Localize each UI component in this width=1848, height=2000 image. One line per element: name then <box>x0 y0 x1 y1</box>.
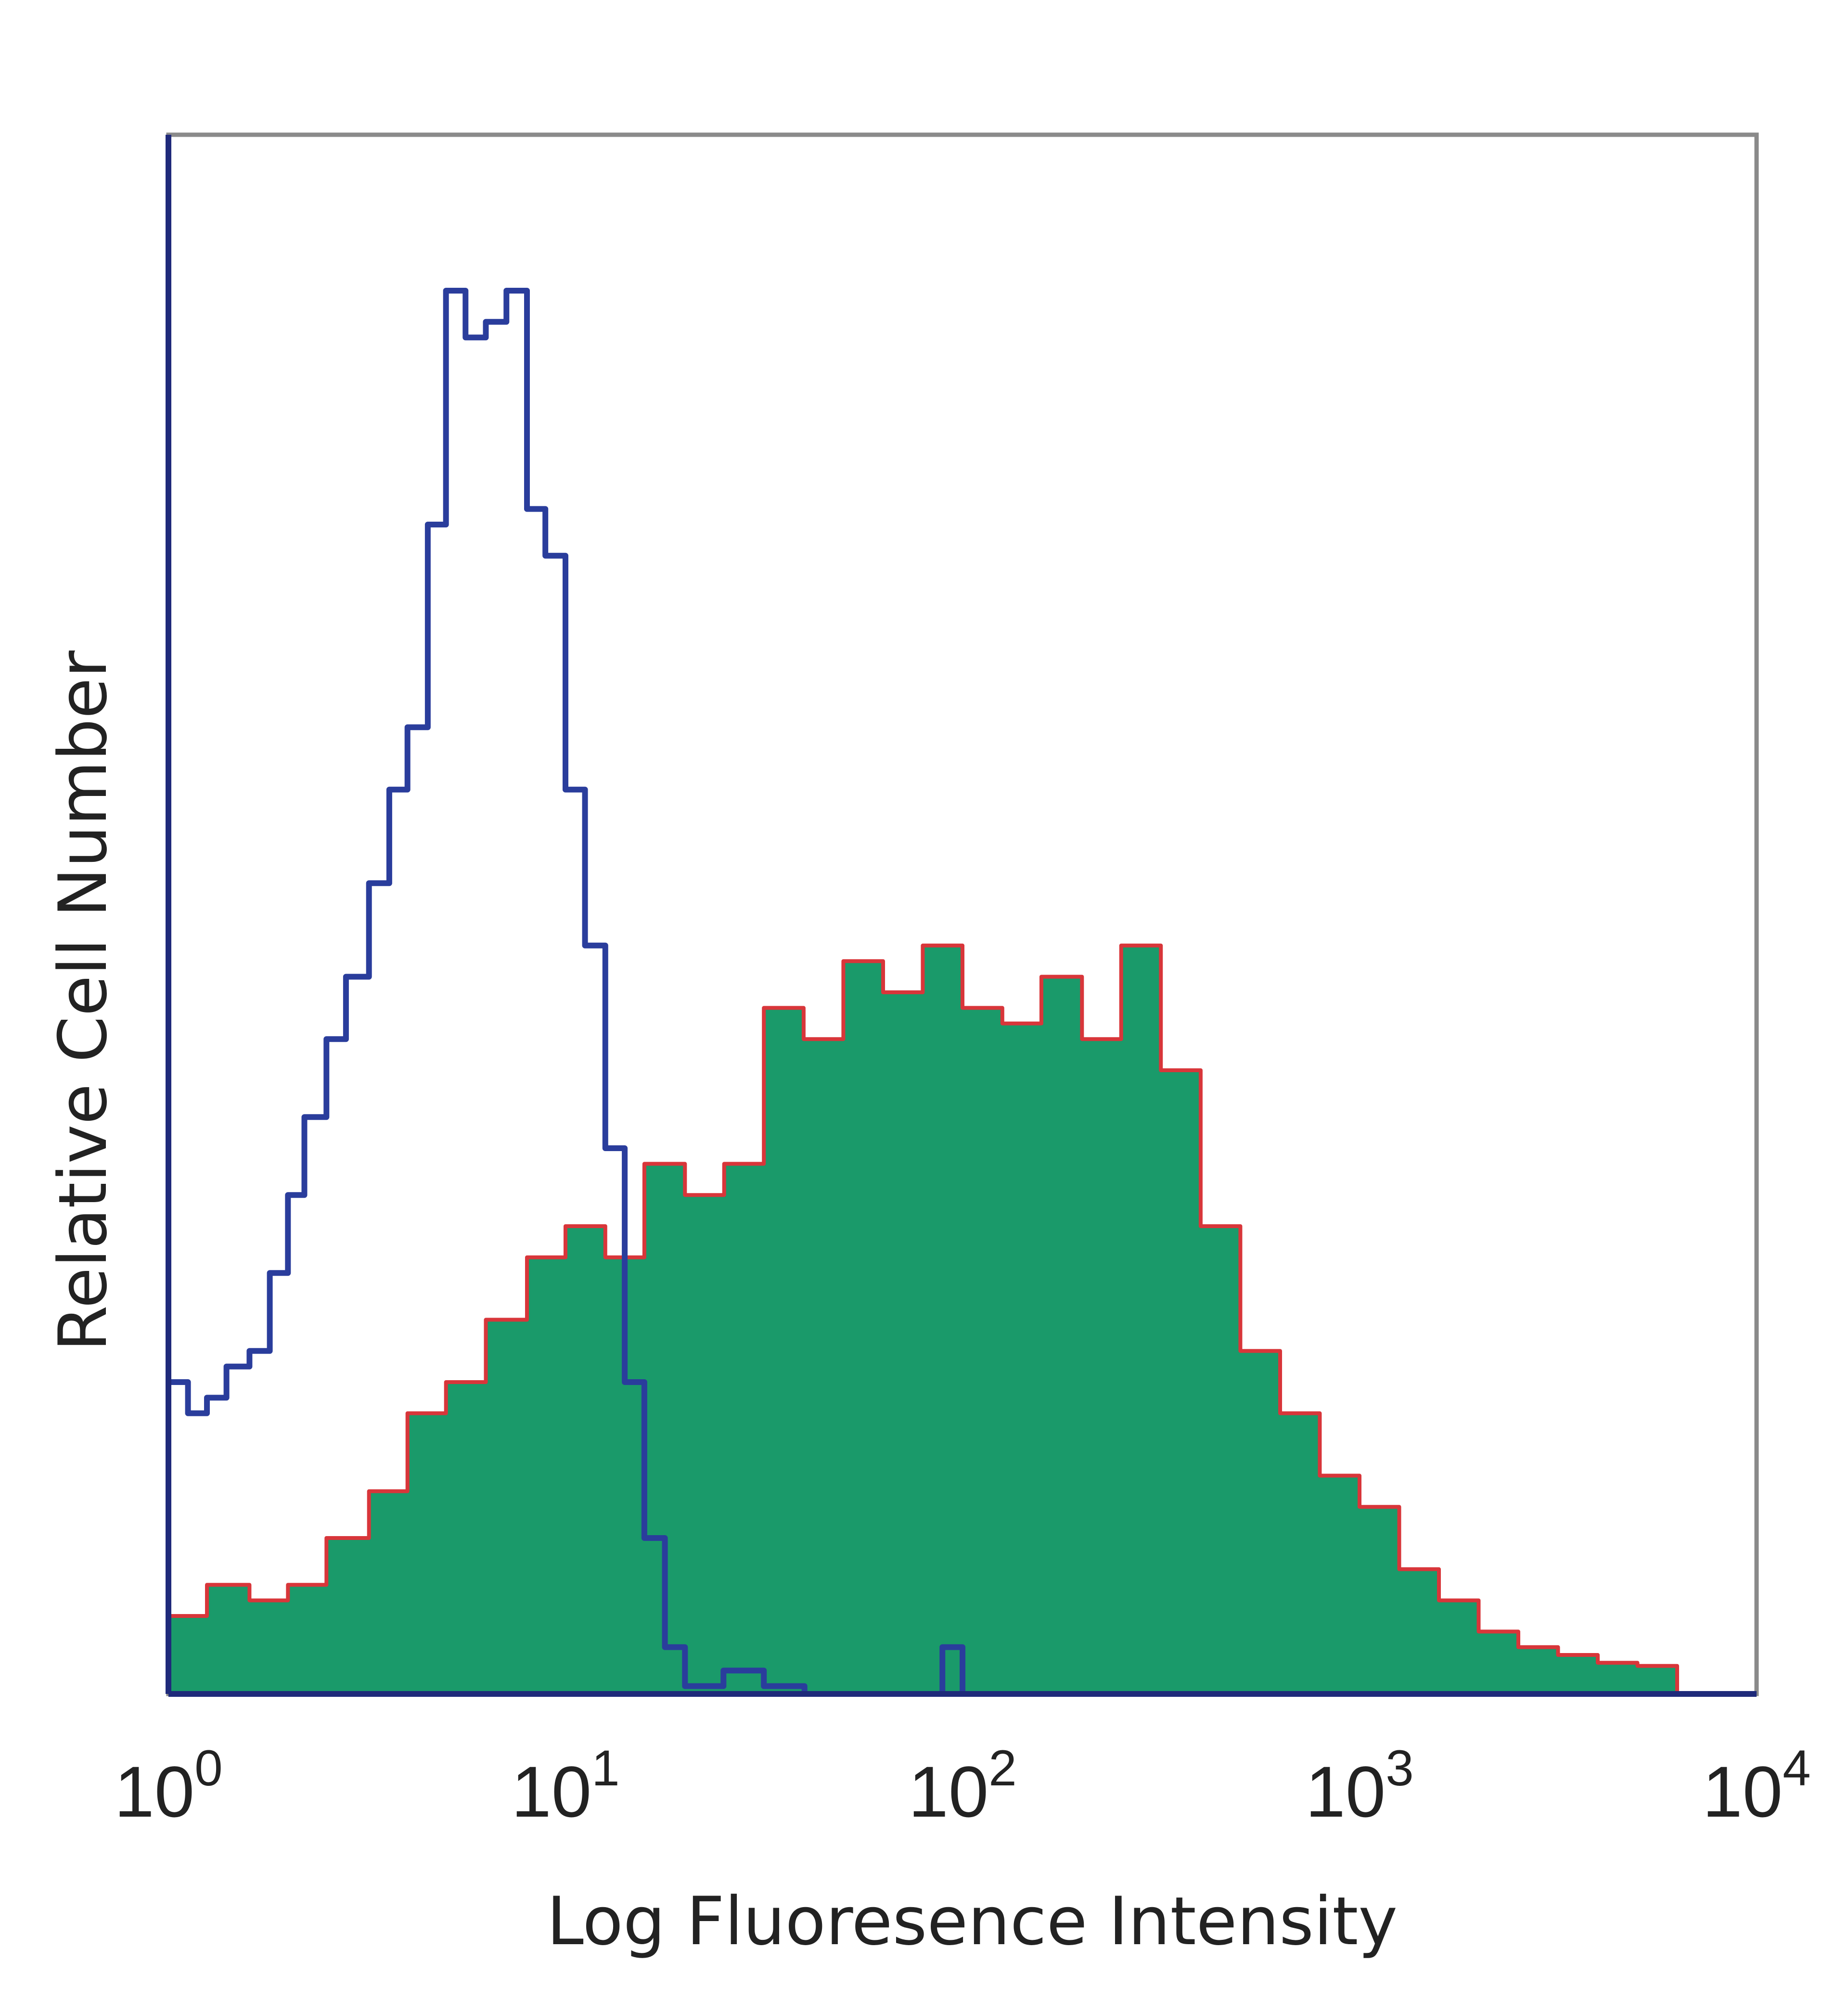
y-axis-title: Relative Cell Number <box>44 650 122 1351</box>
x-tick-label: 102 <box>908 1740 1016 1832</box>
x-tick-label: 103 <box>1305 1740 1413 1832</box>
filled-histogram-series <box>167 943 1679 1696</box>
x-tick-label: 100 <box>114 1740 222 1832</box>
x-tick-label: 104 <box>1702 1740 1810 1832</box>
x-tick-label: 101 <box>511 1740 619 1832</box>
x-axis-title: Log Fluoresence Intensity <box>547 1883 1398 1960</box>
outline-histogram-series <box>166 288 1002 1697</box>
x-tick-labels: 100 101 102 103 104 <box>114 1740 1810 1832</box>
series-layer <box>166 288 1679 1697</box>
